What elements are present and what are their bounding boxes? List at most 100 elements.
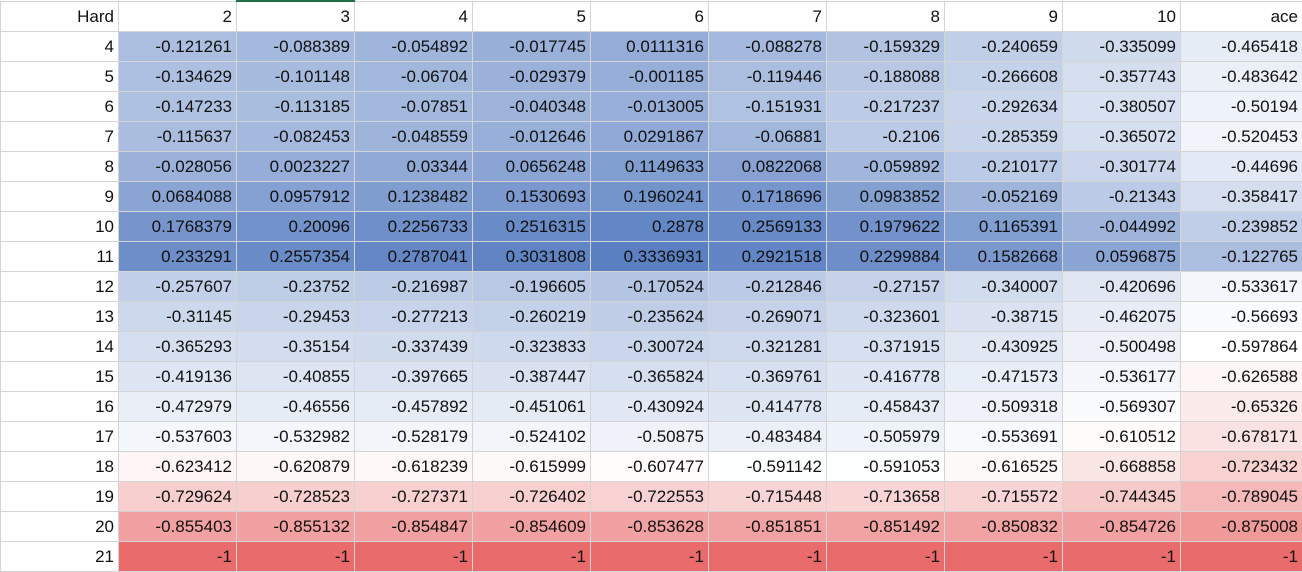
value-cell[interactable]: -0.500498 <box>1063 332 1181 362</box>
header-cell-2[interactable]: 2 <box>119 1 237 32</box>
value-cell[interactable]: 0.2516315 <box>473 212 591 242</box>
value-cell[interactable]: -0.266608 <box>945 62 1063 92</box>
value-cell[interactable]: -0.722553 <box>591 482 709 512</box>
value-cell[interactable]: -0.715448 <box>709 482 827 512</box>
row-label-cell[interactable]: 13 <box>1 302 119 332</box>
value-cell[interactable]: -0.420696 <box>1063 272 1181 302</box>
value-cell[interactable]: -0.337439 <box>355 332 473 362</box>
row-label-cell[interactable]: 9 <box>1 182 119 212</box>
value-cell[interactable]: -0.29453 <box>237 302 355 332</box>
value-cell[interactable]: -0.210177 <box>945 152 1063 182</box>
value-cell[interactable]: -0.620879 <box>237 452 355 482</box>
value-cell[interactable]: -0.729624 <box>119 482 237 512</box>
value-cell[interactable]: -0.001185 <box>591 62 709 92</box>
value-cell[interactable]: -1 <box>1063 542 1181 572</box>
value-cell[interactable]: -0.597864 <box>1181 332 1302 362</box>
value-cell[interactable]: -0.713658 <box>827 482 945 512</box>
header-cell-5[interactable]: 5 <box>473 1 591 32</box>
value-cell[interactable]: -0.416778 <box>827 362 945 392</box>
value-cell[interactable]: -0.365824 <box>591 362 709 392</box>
value-cell[interactable]: -0.419136 <box>119 362 237 392</box>
value-cell[interactable]: -0.040348 <box>473 92 591 122</box>
value-cell[interactable]: -1 <box>237 542 355 572</box>
value-cell[interactable]: -0.217237 <box>827 92 945 122</box>
value-cell[interactable]: 0.1149633 <box>591 152 709 182</box>
value-cell[interactable]: 0.0023227 <box>237 152 355 182</box>
value-cell[interactable]: -0.38715 <box>945 302 1063 332</box>
value-cell[interactable]: -0.533617 <box>1181 272 1302 302</box>
value-cell[interactable]: -0.35154 <box>237 332 355 362</box>
value-cell[interactable]: -0.082453 <box>237 122 355 152</box>
value-cell[interactable]: -0.610512 <box>1063 422 1181 452</box>
value-cell[interactable]: -0.626588 <box>1181 362 1302 392</box>
value-cell[interactable]: -0.520453 <box>1181 122 1302 152</box>
value-cell[interactable]: 0.1582668 <box>945 242 1063 272</box>
value-cell[interactable]: -0.727371 <box>355 482 473 512</box>
value-cell[interactable]: -0.301774 <box>1063 152 1181 182</box>
row-label-cell[interactable]: 5 <box>1 62 119 92</box>
value-cell[interactable]: -0.235624 <box>591 302 709 332</box>
value-cell[interactable]: -0.457892 <box>355 392 473 422</box>
value-cell[interactable]: -0.40855 <box>237 362 355 392</box>
value-cell[interactable]: -0.616525 <box>945 452 1063 482</box>
value-cell[interactable]: 0.0291867 <box>591 122 709 152</box>
value-cell[interactable]: -0.414778 <box>709 392 827 422</box>
value-cell[interactable]: -0.607477 <box>591 452 709 482</box>
value-cell[interactable]: -0.471573 <box>945 362 1063 392</box>
value-cell[interactable]: -0.668858 <box>1063 452 1181 482</box>
value-cell[interactable]: -0.458437 <box>827 392 945 422</box>
row-label-cell[interactable]: 16 <box>1 392 119 422</box>
value-cell[interactable]: -0.472979 <box>119 392 237 422</box>
value-cell[interactable]: -0.536177 <box>1063 362 1181 392</box>
value-cell[interactable]: -0.854609 <box>473 512 591 542</box>
value-cell[interactable]: -0.789045 <box>1181 482 1302 512</box>
value-cell[interactable]: -1 <box>1181 542 1302 572</box>
value-cell[interactable]: -0.678171 <box>1181 422 1302 452</box>
value-cell[interactable]: -0.122765 <box>1181 242 1302 272</box>
value-cell[interactable]: -0.21343 <box>1063 182 1181 212</box>
value-cell[interactable]: -0.46556 <box>237 392 355 422</box>
value-cell[interactable]: -0.101148 <box>237 62 355 92</box>
value-cell[interactable]: -0.591142 <box>709 452 827 482</box>
value-cell[interactable]: -0.012646 <box>473 122 591 152</box>
value-cell[interactable]: -0.260219 <box>473 302 591 332</box>
value-cell[interactable]: -0.323601 <box>827 302 945 332</box>
value-cell[interactable]: 0.0111316 <box>591 32 709 62</box>
value-cell[interactable]: -0.013005 <box>591 92 709 122</box>
value-cell[interactable]: 0.2299884 <box>827 242 945 272</box>
row-label-cell[interactable]: 15 <box>1 362 119 392</box>
value-cell[interactable]: -0.569307 <box>1063 392 1181 422</box>
value-cell[interactable]: -0.56693 <box>1181 302 1302 332</box>
value-cell[interactable]: -0.06881 <box>709 122 827 152</box>
value-cell[interactable]: -0.147233 <box>119 92 237 122</box>
value-cell[interactable]: -0.528179 <box>355 422 473 452</box>
value-cell[interactable]: 0.03344 <box>355 152 473 182</box>
value-cell[interactable]: -0.365072 <box>1063 122 1181 152</box>
value-cell[interactable]: -0.277213 <box>355 302 473 332</box>
value-cell[interactable]: -0.300724 <box>591 332 709 362</box>
value-cell[interactable]: -0.358417 <box>1181 182 1302 212</box>
value-cell[interactable]: -0.715572 <box>945 482 1063 512</box>
row-label-cell[interactable]: 19 <box>1 482 119 512</box>
value-cell[interactable]: -0.505979 <box>827 422 945 452</box>
value-cell[interactable]: -0.855132 <box>237 512 355 542</box>
value-cell[interactable]: -0.239852 <box>1181 212 1302 242</box>
value-cell[interactable]: -0.151931 <box>709 92 827 122</box>
row-label-cell[interactable]: 21 <box>1 542 119 572</box>
value-cell[interactable]: 0.2557354 <box>237 242 355 272</box>
header-cell-10[interactable]: 10 <box>1063 1 1181 32</box>
header-cell-9[interactable]: 9 <box>945 1 1063 32</box>
value-cell[interactable]: -0.537603 <box>119 422 237 452</box>
value-cell[interactable]: -0.380507 <box>1063 92 1181 122</box>
value-cell[interactable]: -0.323833 <box>473 332 591 362</box>
value-cell[interactable]: -0.134629 <box>119 62 237 92</box>
value-cell[interactable]: -0.854847 <box>355 512 473 542</box>
value-cell[interactable]: -0.851492 <box>827 512 945 542</box>
value-cell[interactable]: -0.618239 <box>355 452 473 482</box>
value-cell[interactable]: 0.0822068 <box>709 152 827 182</box>
value-cell[interactable]: -1 <box>119 542 237 572</box>
value-cell[interactable]: -0.744345 <box>1063 482 1181 512</box>
value-cell[interactable]: -1 <box>591 542 709 572</box>
value-cell[interactable]: -0.269071 <box>709 302 827 332</box>
value-cell[interactable]: -0.50875 <box>591 422 709 452</box>
